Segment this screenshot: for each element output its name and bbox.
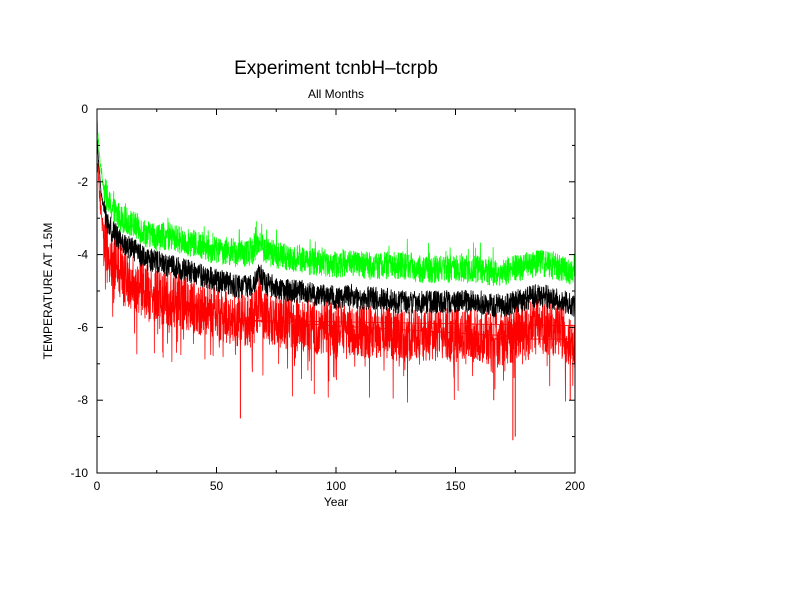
y-tick-label: -8 xyxy=(77,393,88,407)
x-tick-label: 0 xyxy=(94,479,101,493)
chart-subtitle: All Months xyxy=(308,87,364,101)
y-tick-label: -2 xyxy=(77,175,88,189)
series-line-0 xyxy=(97,117,575,286)
x-tick-label: 100 xyxy=(326,479,346,493)
series-layer xyxy=(97,117,575,441)
x-tick-label: 200 xyxy=(565,479,585,493)
tick-layer: 0 50 100 150 200 0 -2 -4 -6 -8 -10 xyxy=(71,102,586,493)
y-tick-label: -4 xyxy=(77,248,88,262)
y-tick-label: 0 xyxy=(81,102,88,116)
y-tick-label: -10 xyxy=(71,466,89,480)
chart-title: Experiment tcnbH–tcrpb xyxy=(234,58,438,79)
series-line-1 xyxy=(97,135,575,318)
x-tick-label: 50 xyxy=(210,479,224,493)
series-line-2 xyxy=(97,145,575,403)
x-axis-label: Year xyxy=(324,495,348,509)
y-tick-label: -6 xyxy=(77,320,88,334)
x-tick-label: 150 xyxy=(445,479,465,493)
y-axis-label: TEMPERATURE AT 1.5M xyxy=(41,223,55,360)
